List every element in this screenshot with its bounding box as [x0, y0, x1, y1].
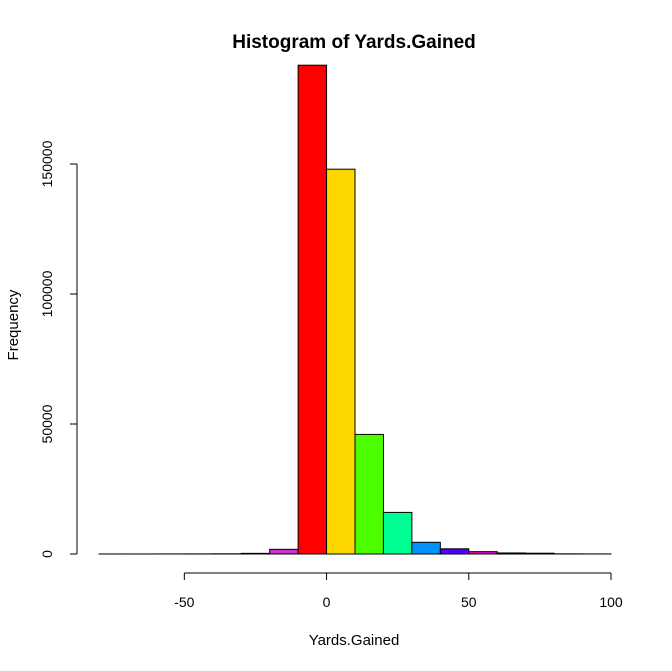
histogram-bar	[297, 64, 328, 555]
y-axis-label: Frequency	[5, 289, 22, 360]
y-tick-label: 0	[39, 550, 55, 558]
x-tick-label: 0	[323, 594, 331, 610]
chart-title: Histogram of Yards.Gained	[232, 32, 476, 53]
y-tick-label: 100000	[39, 270, 55, 317]
histogram-bar	[525, 552, 555, 555]
histogram-bar	[240, 552, 271, 555]
x-axis: -50 0 50 100	[174, 572, 623, 610]
histogram-bar	[411, 541, 441, 555]
histogram-bar	[468, 551, 498, 555]
x-tick-label: 50	[461, 594, 477, 610]
y-axis: 0 50000 100000 150000	[39, 140, 78, 558]
x-axis-label: Yards.Gained	[309, 632, 400, 649]
bars-group	[98, 64, 612, 555]
histogram-bar	[354, 433, 384, 555]
histogram-bar	[326, 168, 356, 555]
y-tick-label: 150000	[39, 140, 55, 187]
histogram-bar	[382, 511, 413, 555]
histogram-bar	[496, 552, 527, 555]
histogram-bar	[269, 548, 299, 555]
x-tick-label: 100	[599, 594, 623, 610]
y-tick-label: 50000	[39, 404, 55, 443]
histogram-bar	[439, 548, 470, 555]
x-tick-label: -50	[174, 594, 194, 610]
